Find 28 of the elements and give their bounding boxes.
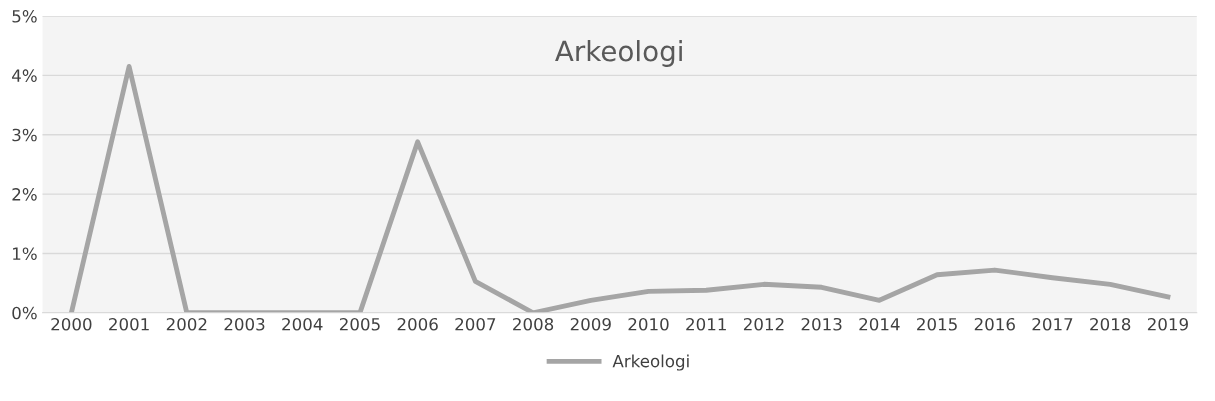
x-tick-label: 2017 <box>1032 317 1073 331</box>
x-tick-label: 2006 <box>397 317 438 331</box>
y-tick-label: 5% <box>12 10 37 23</box>
y-tick-label: 4% <box>12 69 37 82</box>
text: Arkeologi <box>555 40 682 67</box>
x-tick-label: 2003 <box>224 317 265 331</box>
x-tick-label: 2019 <box>1147 317 1188 331</box>
x-tick-label: 2002 <box>166 317 207 331</box>
x-tick-label: 2001 <box>109 317 149 331</box>
x-tick-label: 2009 <box>570 317 611 331</box>
x-tick-label: 2010 <box>628 317 669 331</box>
y-tick-label: 3% <box>12 128 37 142</box>
x-tick-label: 2018 <box>1090 317 1131 331</box>
y-tick-label: 2% <box>12 188 37 201</box>
x-tick-label: 2012 <box>743 317 784 331</box>
x-tick-label: 2007 <box>455 317 496 331</box>
x-tick-label: 2015 <box>917 317 957 331</box>
x-tick-label: 2004 <box>282 317 323 331</box>
x-tick-label: 2013 <box>801 317 842 331</box>
x-tick-label: 2011 <box>686 317 726 331</box>
x-tick-label: 2016 <box>974 317 1015 331</box>
y-tick-label: 1% <box>13 247 37 260</box>
y-tick-label: 0% <box>12 306 37 320</box>
x-tick-label: 2000 <box>51 317 92 331</box>
x-tick-label: 2008 <box>513 317 554 331</box>
x-tick-label: 2014 <box>859 317 900 331</box>
legend-label: Arkeologi <box>612 354 689 371</box>
x-tick-label: 2005 <box>339 317 380 331</box>
